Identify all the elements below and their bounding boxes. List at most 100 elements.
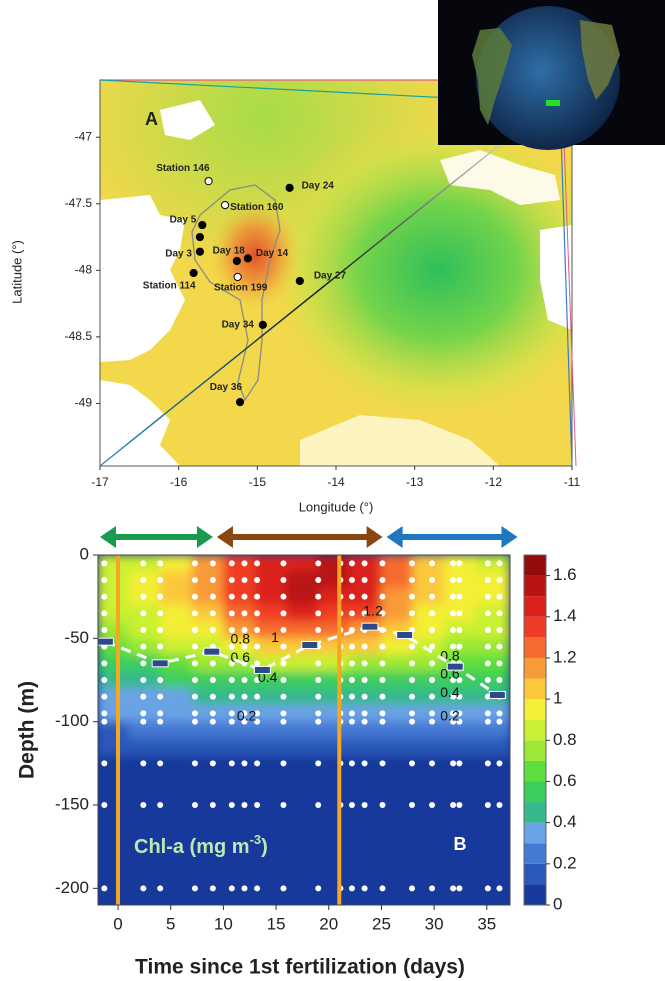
sample-dot [361,660,368,667]
sample-dot [209,693,216,700]
sample-dot [409,802,416,808]
sample-dot [241,627,248,633]
field-cell [159,704,193,723]
station-label: Station 114 [143,281,196,292]
field-cell [98,704,130,723]
sample-dot [101,802,108,808]
field-cell [475,721,510,739]
sample-dot [379,677,386,683]
sample-dot [101,885,108,892]
field-cell [159,587,193,606]
colorbar-band [524,637,546,658]
field-cell [475,555,510,573]
colorbar-tick-label: 1 [553,689,562,708]
sample-dot [101,610,108,617]
field-cell [254,555,288,573]
sample-dot [379,693,386,700]
field-cell [317,704,351,723]
field-cell [475,671,510,689]
x-tick-label: 15 [267,914,286,933]
field-cell [222,671,256,689]
field-cell [128,737,161,756]
colorbar-band [524,781,546,803]
sample-dot [379,718,386,725]
sample-dot [254,577,261,583]
sample-dot [429,593,436,600]
sample-dot [429,760,436,767]
field-cells [98,555,510,756]
field-cell [98,654,130,673]
sample-dot [280,610,287,617]
sample-dot [429,627,436,633]
sample-dot [280,710,287,717]
sample-dot [209,627,216,633]
field-cell [159,555,193,573]
x-tick-label: -13 [406,475,424,489]
sample-dot [228,610,235,617]
colorbar-tick-label: 1.4 [553,606,577,625]
sample-dot [348,643,355,650]
sample-dot [254,627,261,633]
sample-dot [254,885,261,892]
sample-dot [429,885,436,892]
sample-dot [228,693,235,700]
mixed-layer-marker [151,659,169,668]
sample-dot [209,610,216,617]
contour-label: 0.8 [440,647,460,663]
sample-dot [228,593,235,600]
sample-dot [157,885,164,892]
sample-dot [241,677,248,683]
sample-dot [496,802,503,808]
panel-label: B [454,834,467,854]
station-point [232,256,241,266]
field-cell [286,571,319,589]
sample-dot [254,718,261,725]
sample-dot [191,577,198,583]
sample-dot [140,577,147,583]
sample-dot [140,710,147,717]
field-cell [191,721,224,739]
field-cell [349,721,382,739]
sample-dot [484,627,491,633]
sample-dot [450,718,457,725]
field-cell [412,637,446,656]
sample-dot [191,560,198,567]
field-cell [222,654,256,673]
sample-dot [101,577,108,583]
sample-dot [191,660,198,667]
y-tick-label: -100 [55,711,89,730]
colorbar-band [524,740,546,761]
x-tick-label: 30 [425,914,444,933]
sample-dot [456,610,463,617]
sample-dot [379,577,386,583]
sample-dot [348,610,355,617]
sample-dot [409,560,416,567]
field-cell [254,737,288,756]
sample-dot [496,627,503,633]
sample-dot [450,560,457,567]
sample-dot [361,560,368,567]
y-axis-label: Depth (m) [16,681,39,779]
x-tick-label: -12 [485,475,503,489]
field-cell [286,737,319,756]
field-cell [191,671,224,689]
field: 1.20.8 10.60.40.20.80.60.40.2 [98,555,510,892]
sample-dot [140,660,147,667]
field-cell [475,737,510,756]
station-label: Day 27 [314,271,347,282]
field-cell [254,637,288,656]
colorbar-tick-label: 0.8 [553,730,577,749]
sample-dot [456,593,463,600]
field-cell [222,687,256,706]
field-cell [254,587,288,606]
mixed-layer-marker [361,622,379,631]
mixed-layer-marker [253,666,271,674]
sample-dot [254,710,261,717]
sample-dot [379,643,386,650]
colorbar-band [524,678,546,700]
station-point [195,247,205,256]
x-tick-label: 35 [477,914,496,933]
field-cell [475,587,510,606]
sample-dot [429,677,436,683]
station-label: Day 18 [213,246,246,257]
